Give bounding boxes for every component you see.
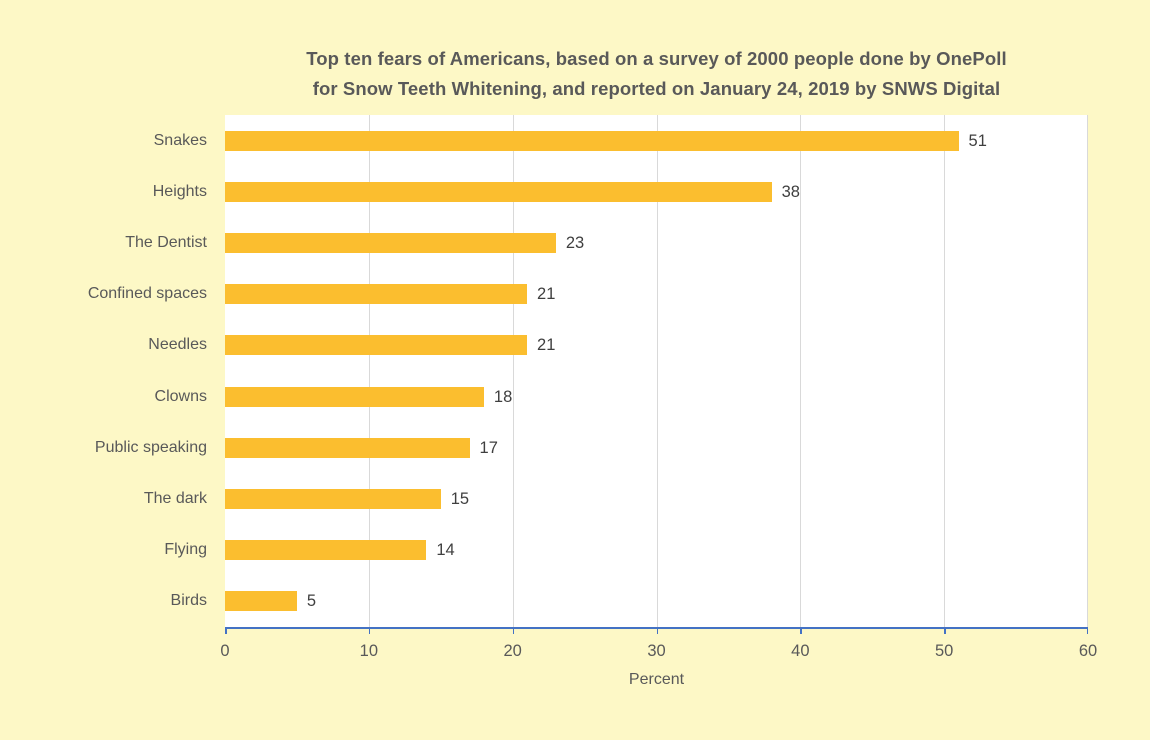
bar-flying bbox=[225, 540, 427, 561]
category-label-the-dentist: The Dentist bbox=[125, 234, 207, 251]
bar-the-dark bbox=[225, 489, 441, 509]
category-axis: Snakes Heights The Dentist Confined spaces N… bbox=[0, 115, 207, 627]
gridline-40 bbox=[800, 115, 802, 627]
x-tick-mark-10 bbox=[368, 629, 371, 634]
bar-needles bbox=[225, 335, 528, 356]
value-label-confined-spaces: 21 bbox=[537, 285, 556, 304]
value-label-clowns: 18 bbox=[493, 387, 513, 406]
x-tick-label-30: 30 bbox=[647, 642, 666, 660]
x-tick-mark-50 bbox=[944, 629, 946, 634]
x-tick-label-40: 40 bbox=[791, 642, 810, 660]
x-tick-label-20: 20 bbox=[503, 642, 522, 660]
category-label-needles: Needles bbox=[148, 336, 207, 354]
gridline-50 bbox=[944, 115, 946, 627]
category-label-snakes: Snakes bbox=[153, 131, 207, 149]
x-tick-mark-40 bbox=[800, 629, 802, 634]
category-label-heights: Heights bbox=[152, 182, 207, 200]
bar-heights bbox=[225, 181, 772, 202]
x-tick-mark-60 bbox=[1086, 629, 1088, 634]
gridline-10 bbox=[368, 115, 370, 627]
plot-area: 51 38 23 21 21 18 17 15 14 5 bbox=[225, 115, 1088, 627]
value-label-needles: 21 bbox=[537, 336, 556, 355]
category-label-flying: Flying bbox=[164, 541, 207, 559]
x-tick-label-10: 10 bbox=[359, 642, 378, 660]
category-label-public-speaking: Public speaking bbox=[94, 438, 207, 456]
gridline-60 bbox=[1087, 115, 1088, 627]
value-label-flying: 14 bbox=[436, 541, 455, 560]
value-label-heights: 38 bbox=[781, 182, 800, 201]
bar-birds bbox=[225, 591, 297, 612]
value-label-public-speaking: 17 bbox=[479, 438, 498, 457]
x-tick-label-50: 50 bbox=[934, 642, 954, 660]
category-label-birds: Birds bbox=[170, 592, 207, 610]
bar-public-speaking bbox=[225, 437, 470, 458]
x-tick-label-60: 60 bbox=[1078, 642, 1098, 660]
bar-confined-spaces bbox=[225, 284, 528, 305]
value-label-birds: 5 bbox=[306, 592, 317, 611]
bar-snakes bbox=[225, 130, 959, 151]
category-label-the-dark: The dark bbox=[143, 490, 207, 507]
chart-title-line-2: for Snow Teeth Whitening, and reported o… bbox=[312, 78, 1001, 99]
x-axis-line bbox=[225, 627, 1088, 629]
x-tick-mark-20 bbox=[512, 629, 515, 634]
x-axis-label: Percent bbox=[628, 671, 685, 688]
value-label-the-dentist: 23 bbox=[565, 234, 585, 252]
chart-title-line-1: Top ten fears of Americans, based on a s… bbox=[306, 48, 1007, 69]
x-tick-label-0: 0 bbox=[220, 642, 230, 660]
gridline-30 bbox=[656, 115, 658, 627]
chart-title: Top ten fears of Americans, based on a s… bbox=[225, 44, 1088, 104]
value-label-the-dark: 15 bbox=[450, 490, 470, 508]
bar-the-dentist bbox=[225, 233, 556, 253]
value-label-snakes: 51 bbox=[968, 131, 987, 150]
category-label-confined-spaces: Confined spaces bbox=[87, 285, 207, 303]
bar-clowns bbox=[225, 386, 484, 407]
category-label-clowns: Clowns bbox=[154, 387, 207, 405]
x-tick-mark-30 bbox=[656, 629, 658, 634]
x-tick-mark-0 bbox=[225, 629, 227, 634]
gridline-20 bbox=[512, 115, 514, 627]
